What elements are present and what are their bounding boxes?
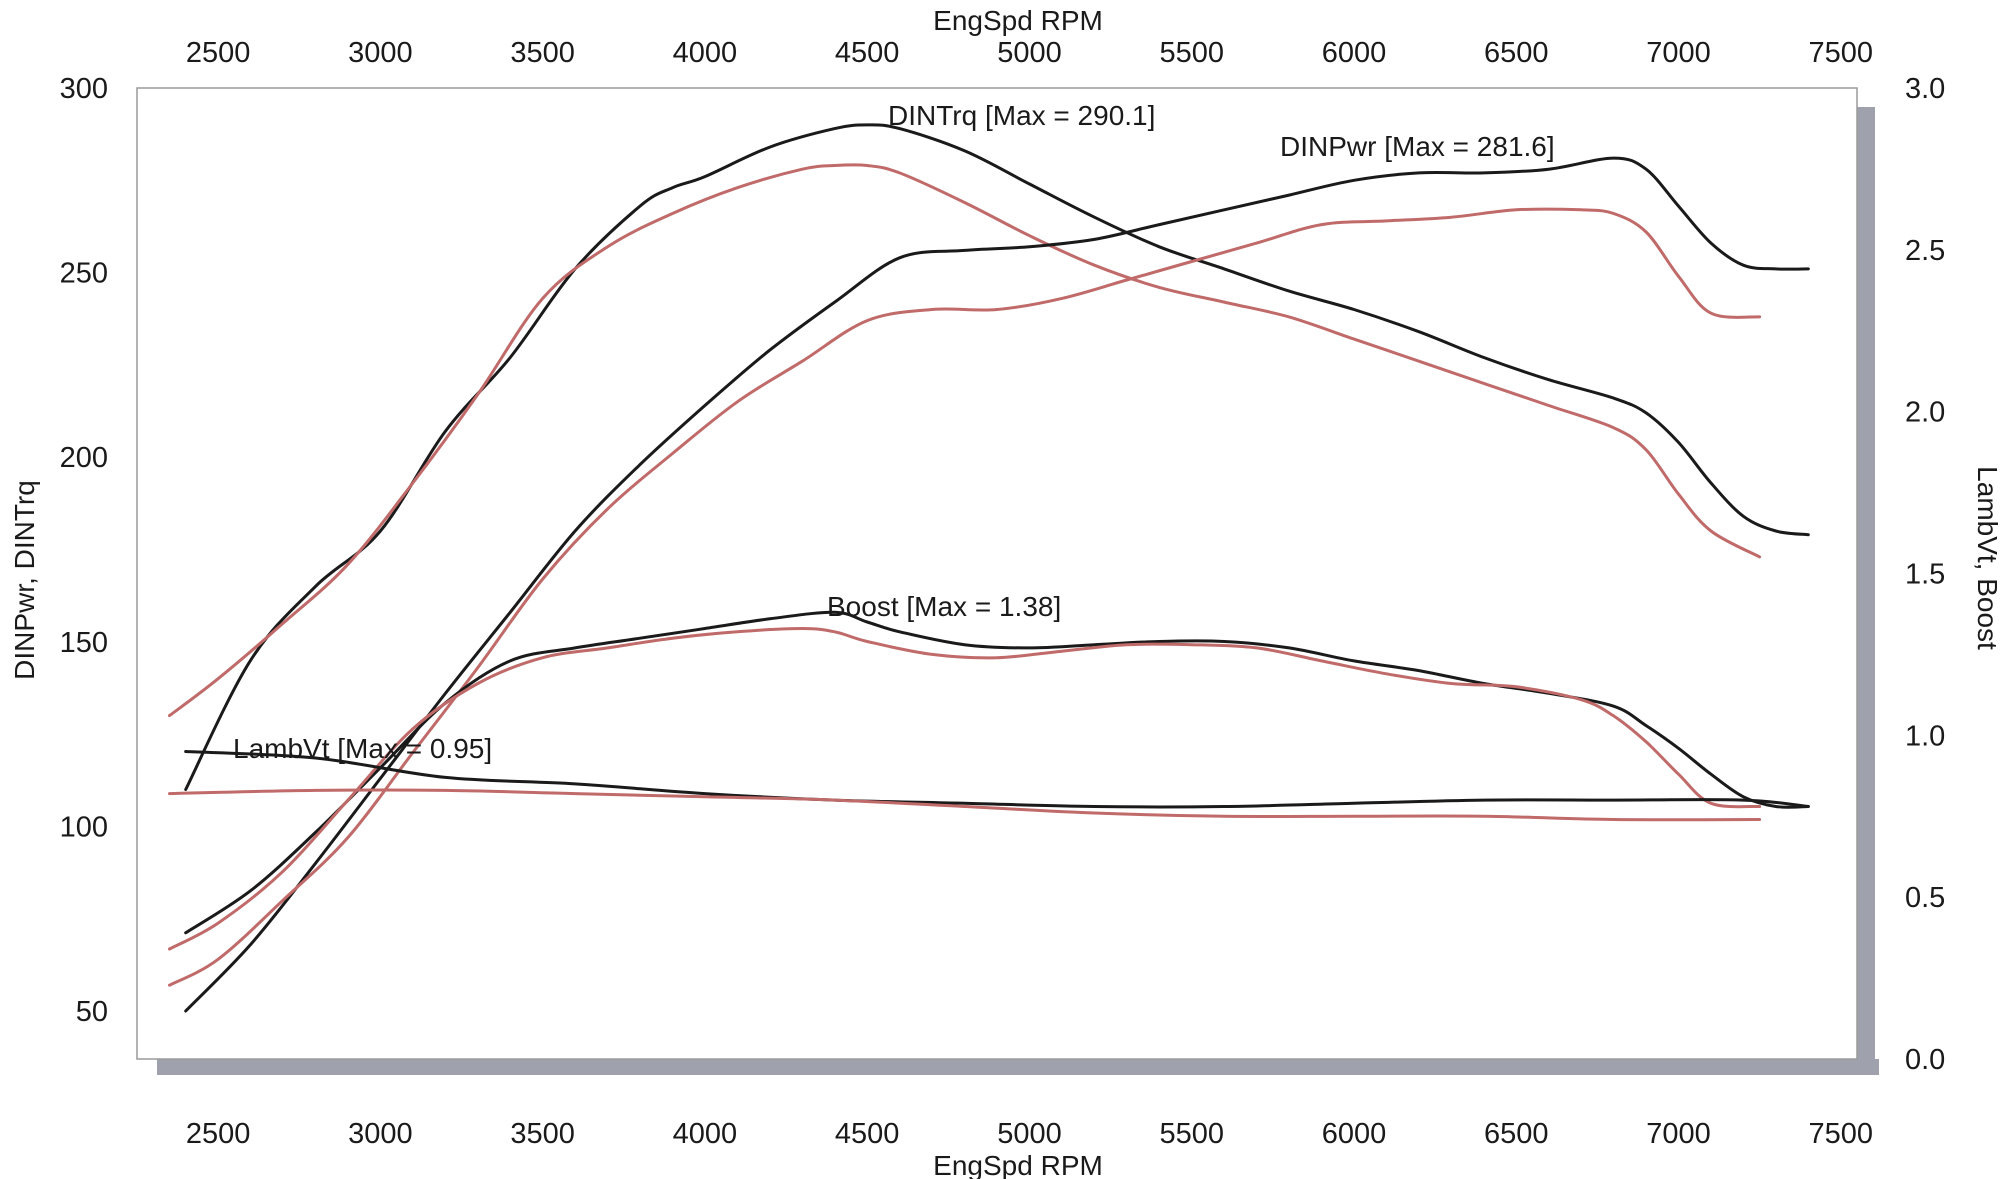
y-tick-label-right: 1.5 [1905, 559, 1945, 591]
y-tick-label-left: 300 [60, 73, 108, 105]
y-tick-label-right: 0.0 [1905, 1044, 1945, 1076]
x-tick-label-top: 7000 [1646, 37, 1711, 69]
lambda-annotation: LambVt [Max = 0.95] [233, 733, 492, 764]
y-tick-label-left: 100 [60, 811, 108, 843]
x-tick-label-bottom: 7500 [1809, 1118, 1874, 1150]
ticks-layer: 2500 2500 3000 3000 3500 3500 4000 4000 4500 4500… [60, 37, 1946, 1150]
x-tick-label-top: 5500 [1159, 37, 1224, 69]
boost-annotation: Boost [Max = 1.38] [827, 591, 1061, 622]
x-tick-label-bottom: 3500 [510, 1118, 575, 1150]
y-tick-label-left: 150 [60, 627, 108, 659]
y-tick-label-left: 50 [76, 996, 108, 1028]
x-tick-label-top: 7500 [1809, 37, 1874, 69]
x-tick-label-top: 2500 [186, 37, 251, 69]
power-annotation: DINPwr [Max = 281.6] [1280, 131, 1555, 162]
series-layer [168, 123, 1810, 1013]
x-tick-label-top: 3500 [510, 37, 575, 69]
y-axis-label-left: DINPwr, DINTrq [9, 480, 40, 680]
series-line-trq_red [168, 163, 1762, 718]
x-tick-label-bottom: 6500 [1484, 1118, 1549, 1150]
x-tick-label-bottom: 4000 [673, 1118, 738, 1150]
series-line-boost_black [184, 610, 1810, 935]
x-tick-label-top: 4500 [835, 37, 900, 69]
series-line-pwr_black [184, 156, 1810, 1013]
x-tick-label-top: 4000 [673, 37, 738, 69]
x-tick-label-bottom: 7000 [1646, 1118, 1711, 1150]
y-tick-label-right: 2.0 [1905, 397, 1945, 429]
y-tick-label-right: 0.5 [1905, 882, 1945, 914]
y-tick-label-left: 250 [60, 258, 108, 290]
x-tick-label-top: 3000 [348, 37, 413, 69]
y-tick-label-right: 3.0 [1905, 73, 1945, 105]
x-tick-label-bottom: 5500 [1159, 1118, 1224, 1150]
x-tick-label-top: 6000 [1322, 37, 1387, 69]
series-line-trq_black [184, 123, 1810, 791]
x-axis-label-top: EngSpd RPM [933, 5, 1103, 36]
plot-area [136, 87, 1858, 1060]
y-tick-label-right: 1.0 [1905, 720, 1945, 752]
x-tick-label-bottom: 6000 [1322, 1118, 1387, 1150]
x-tick-label-top: 5000 [997, 37, 1062, 69]
series-line-lambda_red [168, 788, 1762, 822]
series-line-pwr_red [168, 207, 1762, 987]
x-tick-label-bottom: 2500 [186, 1118, 251, 1150]
y-tick-label-left: 200 [60, 442, 108, 474]
torque-annotation: DINTrq [Max = 290.1] [888, 100, 1155, 131]
series-line-lambda_black [184, 750, 1810, 809]
x-axis-label-bottom: EngSpd RPM [933, 1150, 1103, 1179]
y-tick-label-right: 2.5 [1905, 235, 1945, 267]
plot-shadow-bottom [157, 1059, 1879, 1075]
plot-shadow-right [1857, 107, 1875, 1075]
y-axis-label-right: LambVt, Boost [1972, 466, 2003, 650]
x-tick-label-bottom: 5000 [997, 1118, 1062, 1150]
x-tick-label-bottom: 3000 [348, 1118, 413, 1150]
x-tick-label-top: 6500 [1484, 37, 1549, 69]
x-tick-label-bottom: 4500 [835, 1118, 900, 1150]
series-line-boost_red [168, 627, 1762, 951]
